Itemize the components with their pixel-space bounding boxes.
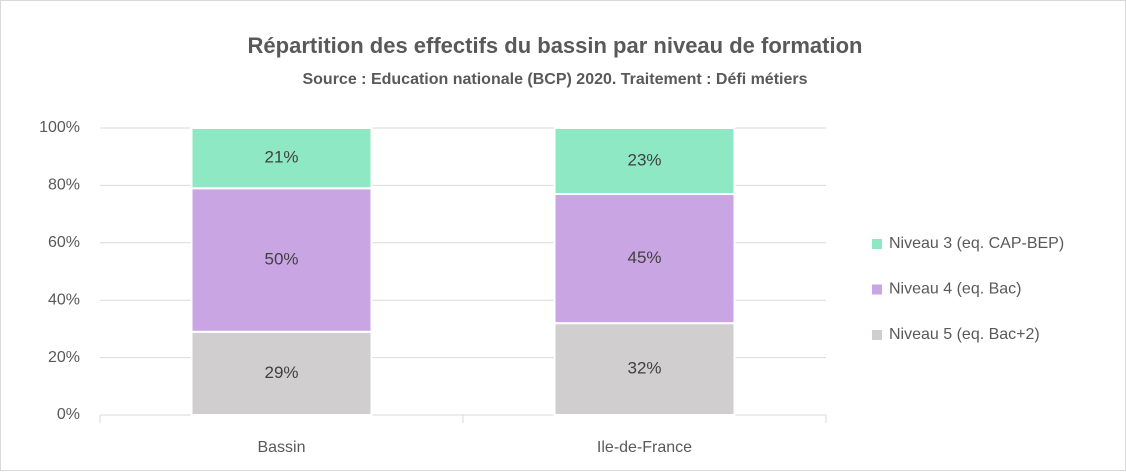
data-label: 29% bbox=[264, 363, 298, 382]
legend-swatch bbox=[872, 239, 882, 249]
bar-segment bbox=[553, 322, 736, 416]
y-tick-label: 0% bbox=[57, 406, 80, 423]
legend-label: Niveau 4 (eq. Bac) bbox=[889, 281, 1022, 298]
data-label: 45% bbox=[627, 248, 661, 267]
legend-label: Niveau 5 (eq. Bac+2) bbox=[889, 326, 1040, 343]
legend-swatch bbox=[872, 330, 882, 340]
chart-title: Répartition des effectifs du bassin par … bbox=[248, 33, 863, 58]
chart-subtitle: Source : Education nationale (BCP) 2020.… bbox=[302, 71, 807, 88]
y-tick-label: 20% bbox=[48, 349, 80, 366]
data-label: 23% bbox=[627, 150, 661, 169]
data-label: 32% bbox=[627, 359, 661, 378]
x-tick-label: Ile-de-France bbox=[597, 439, 692, 456]
legend-label: Niveau 3 (eq. CAP-BEP) bbox=[889, 235, 1064, 252]
bar-segment bbox=[190, 127, 373, 190]
legend-swatch bbox=[872, 284, 882, 295]
y-tick-label: 80% bbox=[48, 177, 80, 194]
y-tick-label: 60% bbox=[48, 234, 80, 251]
y-tick-label: 100% bbox=[39, 119, 80, 136]
bar-segment bbox=[190, 330, 373, 416]
bar-segment bbox=[190, 187, 373, 333]
y-tick-label: 40% bbox=[48, 291, 80, 308]
data-label: 21% bbox=[264, 148, 298, 167]
data-label: 50% bbox=[264, 250, 298, 269]
bar-segment bbox=[553, 127, 736, 196]
bar-segment bbox=[553, 193, 736, 325]
x-tick-label: Bassin bbox=[257, 439, 305, 456]
